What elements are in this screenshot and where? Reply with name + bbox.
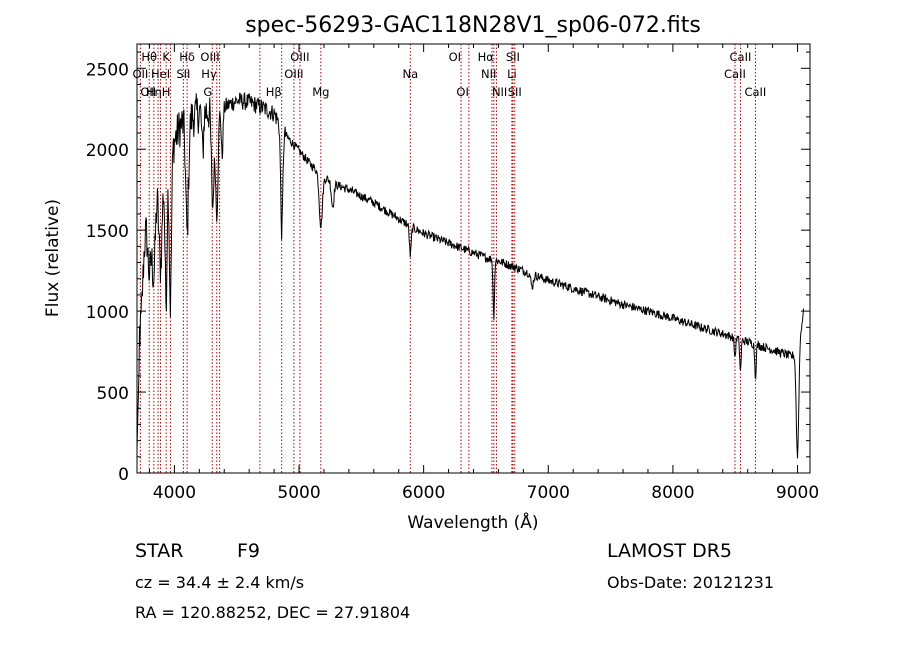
- spectral-line-label: OI: [456, 85, 468, 99]
- spectral-line-label: Hα: [478, 50, 495, 64]
- spectral-line-label: Hδ: [179, 50, 195, 64]
- x-tick-label: 4000: [153, 483, 196, 503]
- x-tick-label: 5000: [277, 483, 320, 503]
- y-tick-label: 1000: [86, 303, 129, 323]
- spectral-subclass: F9: [237, 540, 261, 562]
- y-tick-label: 2000: [86, 141, 129, 161]
- spectral-line-label: NII: [481, 67, 496, 81]
- object-class: STAR: [135, 540, 184, 562]
- spectrum-line: [136, 91, 804, 459]
- spectral-line-label: Hβ: [266, 85, 282, 99]
- spectral-line-label: Hη: [146, 85, 162, 99]
- spectral-line-label: Hθ: [141, 50, 157, 64]
- y-tick-label: 1500: [86, 222, 129, 242]
- spectral-line-label: Mg: [312, 85, 329, 99]
- survey-release: LAMOST DR5: [607, 540, 732, 562]
- spectral-line-label: CaII: [724, 67, 746, 81]
- spectral-line-label: SII: [506, 50, 520, 64]
- spectral-line-label: OI: [449, 50, 461, 64]
- spectral-line-label: H: [162, 85, 171, 99]
- spectral-line-label: Hγ: [201, 67, 217, 81]
- x-tick-label: 8000: [651, 483, 694, 503]
- spectral-line-label: OII: [132, 67, 148, 81]
- ra-dec: RA = 120.88252, DEC = 27.91804: [135, 603, 411, 622]
- x-tick-label: 6000: [402, 483, 445, 503]
- chart-title: spec-56293-GAC118N28V1_sp06-072.fits: [245, 13, 701, 38]
- spectral-line-label: SII: [508, 85, 522, 99]
- y-tick-label: 2500: [86, 60, 129, 80]
- y-tick-label: 0: [118, 465, 129, 485]
- observation-date: Obs-Date: 20121231: [607, 573, 775, 592]
- spectral-line-label: SII: [176, 67, 190, 81]
- spectral-line-label: OII: [140, 85, 156, 99]
- spectral-line-label: Li: [507, 67, 517, 81]
- spectral-line-label: OIII: [290, 50, 309, 64]
- spectral-line-label: NII: [492, 85, 507, 99]
- spectral-line-label: Na: [402, 67, 418, 81]
- y-axis-label: Flux (relative): [43, 199, 63, 317]
- redshift-cz: cz = 34.4 ± 2.4 km/s: [135, 573, 305, 592]
- axis-ticks: 4000 5000 6000 7000 8000 9000 0 500 1000 1500 2000…: [86, 44, 819, 503]
- y-tick-label: 500: [97, 384, 129, 404]
- x-axis-label: Wavelength (Å): [407, 511, 538, 533]
- spectral-line-label: CaII: [730, 50, 752, 64]
- spectral-marker-lines: [139, 44, 756, 473]
- spectral-line-label: CaII: [744, 85, 766, 99]
- spectral-line-label: K: [162, 50, 170, 64]
- spectral-line-label: OIII: [284, 67, 303, 81]
- x-tick-label: 9000: [776, 483, 819, 503]
- spectral-line-label: OIII: [200, 50, 219, 64]
- x-tick-label: 7000: [527, 483, 570, 503]
- spectral-line-label: G: [203, 85, 212, 99]
- spectral-line-label: HeI: [151, 67, 170, 81]
